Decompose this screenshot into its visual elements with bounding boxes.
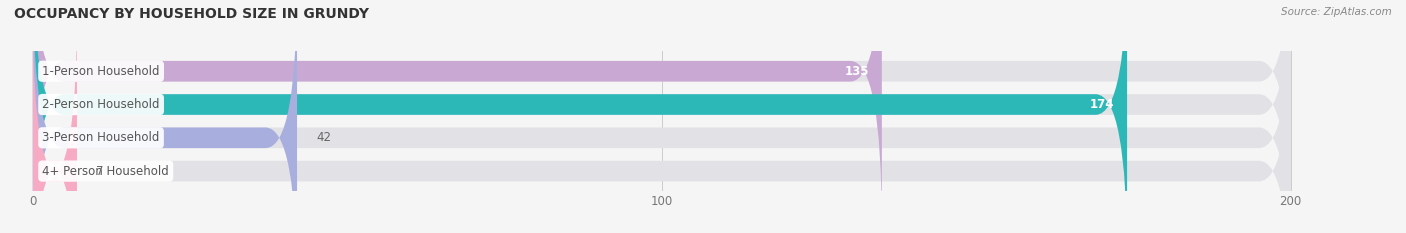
FancyBboxPatch shape (32, 0, 297, 233)
Text: 2-Person Household: 2-Person Household (42, 98, 160, 111)
Text: 174: 174 (1090, 98, 1115, 111)
Text: 4+ Person Household: 4+ Person Household (42, 164, 169, 178)
Text: Source: ZipAtlas.com: Source: ZipAtlas.com (1281, 7, 1392, 17)
Text: 7: 7 (96, 164, 103, 178)
FancyBboxPatch shape (32, 0, 882, 227)
FancyBboxPatch shape (32, 15, 1291, 233)
Text: 3-Person Household: 3-Person Household (42, 131, 160, 144)
Text: 135: 135 (845, 65, 869, 78)
FancyBboxPatch shape (32, 0, 1291, 227)
FancyBboxPatch shape (32, 15, 77, 233)
Text: OCCUPANCY BY HOUSEHOLD SIZE IN GRUNDY: OCCUPANCY BY HOUSEHOLD SIZE IN GRUNDY (14, 7, 368, 21)
Text: 1-Person Household: 1-Person Household (42, 65, 160, 78)
Text: 42: 42 (316, 131, 330, 144)
FancyBboxPatch shape (32, 0, 1291, 233)
FancyBboxPatch shape (32, 0, 1291, 233)
FancyBboxPatch shape (32, 0, 1128, 233)
